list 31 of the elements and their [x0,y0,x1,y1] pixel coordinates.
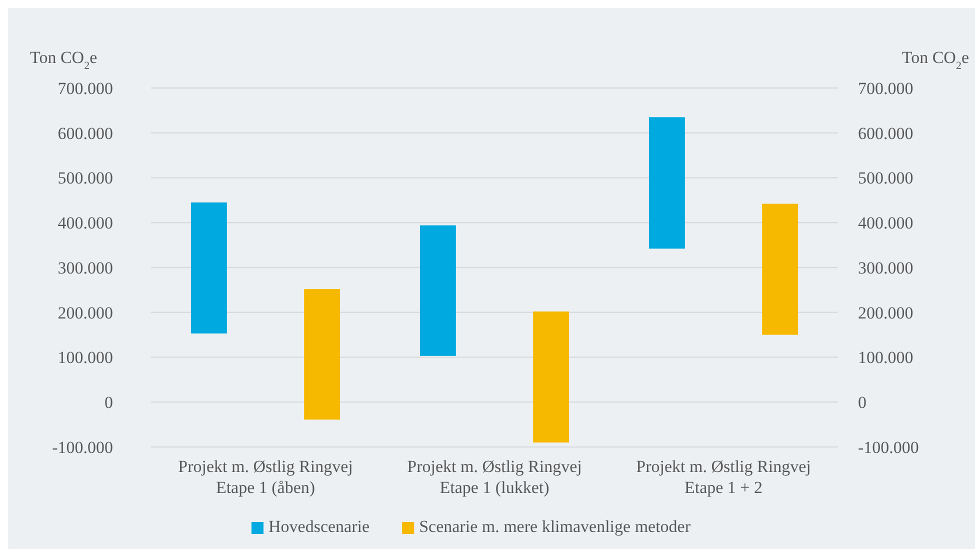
y-tick-label: 400.000 [58,214,113,233]
x-tick-label: Projekt m. Østlig Ringvej Etape 1 (lukket) [407,457,582,497]
bar [648,117,685,249]
y2-tick-label: 0 [858,393,866,412]
y-tick-label: 700.000 [58,78,113,98]
y-tick-label: 300.000 [58,258,113,278]
y2-tick-label: 600.000 [858,124,914,143]
y2-tick-label: -100.000 [858,438,919,457]
bar [190,202,227,334]
y-tick-label: 0 [104,393,113,412]
x-tick-label: Projekt m. Østlig Ringvej Etape 1 + 2 [636,457,811,497]
y-tick-label: 100.000 [58,348,113,368]
y-axis-title: Ton CO$_{2}$e [30,48,98,72]
y2-tick-label: 400.000 [858,214,914,233]
y2-tick-label: 500.000 [858,168,914,188]
y2-axis-title: Ton CO$_{2}$e [902,48,969,72]
y-tick-label: 500.000 [58,168,113,188]
y2-tick-label: 300.000 [858,258,914,278]
bar [533,311,570,443]
legend-label: Scenarie m. mere klimavenlige metoder [419,517,691,536]
y-tick-label: 200.000 [58,303,113,322]
x-tick-label: Projekt m. Østlig Ringvej Etape 1 (åben) [178,457,353,497]
y2-tick-label: 100.000 [858,348,914,368]
y-tick-label: -100.000 [52,438,113,457]
bar [304,289,340,420]
bar [420,225,456,356]
y2-tick-label: 200.000 [858,303,914,322]
legend-label: Hovedscenarie [268,517,370,536]
y-tick-label: 600.000 [58,124,113,143]
y2-tick-label: 700.000 [858,78,914,98]
bar [762,204,798,335]
